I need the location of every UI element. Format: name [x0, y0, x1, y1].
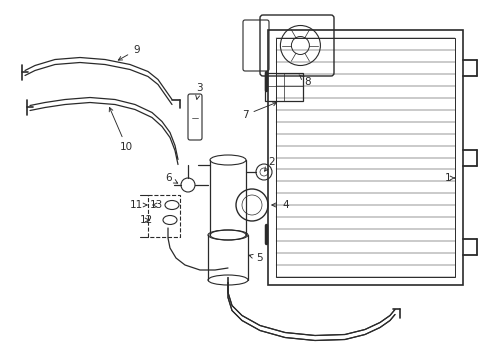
Text: 13: 13	[150, 200, 163, 210]
Text: 2: 2	[265, 157, 274, 171]
Text: 11: 11	[130, 200, 147, 210]
Text: 6: 6	[165, 173, 178, 183]
Text: 3: 3	[196, 83, 203, 99]
Text: 5: 5	[249, 253, 263, 263]
Text: 7: 7	[242, 102, 277, 120]
Bar	[276, 38, 455, 277]
Bar	[148, 195, 180, 237]
Text: 4: 4	[272, 200, 289, 210]
Text: 12: 12	[140, 215, 153, 225]
Text: 1: 1	[445, 173, 455, 183]
Text: 8: 8	[299, 75, 311, 87]
Text: 9: 9	[118, 45, 140, 60]
Bar	[265, 73, 303, 101]
Text: 10: 10	[109, 108, 133, 152]
Bar	[268, 30, 463, 285]
